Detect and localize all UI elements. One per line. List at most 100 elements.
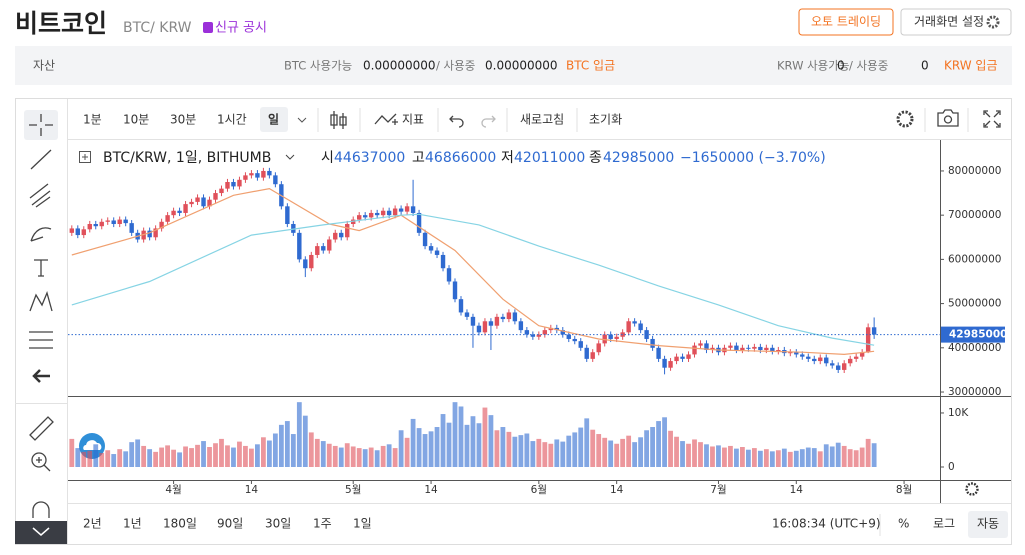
volume-bar <box>805 447 811 467</box>
legend-open: 44637000 <box>334 150 405 166</box>
redo-button[interactable] <box>481 115 496 128</box>
back-tool[interactable] <box>32 369 50 383</box>
interval-button[interactable]: 일 <box>268 113 279 127</box>
candle-body <box>117 219 122 225</box>
candle-body <box>680 356 685 359</box>
interval-button[interactable]: 30분 <box>170 113 196 127</box>
candle-body <box>380 210 386 216</box>
settings-button[interactable] <box>900 8 1012 36</box>
krw-deposit-link[interactable]: KRW 입금 <box>944 59 997 73</box>
volume-bar <box>159 447 165 467</box>
volume-bar <box>590 429 596 467</box>
range-button[interactable]: 1년 <box>123 517 142 531</box>
last-price-badge <box>941 326 1005 343</box>
auto-trading-button[interactable] <box>798 8 894 36</box>
volume-bar <box>225 445 230 467</box>
candle-body <box>536 334 542 337</box>
indicator-button[interactable]: 지표 <box>402 113 424 127</box>
active-interval-bg <box>260 107 288 132</box>
volume-bar <box>171 449 176 467</box>
krw-in-use-label: / 사용중 <box>849 59 888 73</box>
range-button[interactable]: 1주 <box>313 517 332 531</box>
auto-button[interactable]: 자동 <box>977 517 999 531</box>
range-button[interactable]: 30일 <box>265 517 291 531</box>
zoom-tool-detail <box>36 457 51 472</box>
x-tick-label: 6월 <box>531 484 547 496</box>
candle-body <box>506 312 512 320</box>
candle-body <box>416 212 422 233</box>
toolbar-collapse[interactable] <box>15 521 67 544</box>
symbol-label: BTC/KRW, 1일, BITHUMB <box>103 150 271 166</box>
notice-link[interactable]: 신규 공시 <box>215 21 267 36</box>
legend-close: 42985000 <box>603 150 674 166</box>
candle-body <box>452 281 458 300</box>
snapshot-button[interactable] <box>937 109 959 127</box>
volume-bar <box>308 432 314 467</box>
trend-line-tool[interactable] <box>30 149 52 170</box>
volume-bar <box>320 441 326 467</box>
magnet-tool[interactable] <box>32 501 50 518</box>
log-button[interactable]: 로그 <box>933 517 955 531</box>
volume-bar <box>566 435 572 467</box>
pattern-tool[interactable] <box>29 291 53 312</box>
percent-button[interactable]: % <box>898 517 909 531</box>
candle-body <box>315 246 320 255</box>
brush-tool[interactable] <box>30 227 52 242</box>
fib-tool[interactable] <box>29 183 51 208</box>
candle-body <box>267 170 272 176</box>
chart-settings-button[interactable] <box>896 110 914 128</box>
reset-button[interactable]: 초기화 <box>589 113 622 127</box>
candle-body <box>434 250 440 255</box>
candle-body <box>189 201 194 205</box>
moving-average-line <box>71 213 875 346</box>
range-button[interactable]: 1일 <box>353 517 372 531</box>
volume-bar <box>458 406 464 467</box>
chart-style-button[interactable] <box>330 111 347 129</box>
candle-body <box>608 334 613 339</box>
legend-high: 46866000 <box>425 150 496 166</box>
volume-bar <box>266 440 272 467</box>
prediction-tool[interactable] <box>29 331 53 349</box>
interval-button[interactable]: 10분 <box>123 113 149 127</box>
range-button[interactable]: 2년 <box>83 517 102 531</box>
candle-body <box>297 232 302 260</box>
text-tool[interactable] <box>34 259 48 277</box>
candle-body <box>321 246 326 251</box>
volume-bar <box>416 428 422 467</box>
time-axis-settings[interactable] <box>965 482 979 496</box>
volume-bar <box>440 414 446 467</box>
legend-open-label: 시 <box>321 150 334 166</box>
x-tick-label: 14 <box>424 484 438 496</box>
symbol-dropdown[interactable] <box>285 154 295 160</box>
interval-button[interactable]: 1시간 <box>217 113 247 127</box>
volume-bar <box>296 402 302 467</box>
zoom-tool[interactable] <box>31 452 47 468</box>
candle-body <box>93 224 98 227</box>
interval-button[interactable]: 1분 <box>83 113 102 127</box>
crosshair-tool-bg[interactable] <box>24 110 58 140</box>
btc-deposit-link[interactable]: BTC 입금 <box>566 59 615 73</box>
ruler-tool[interactable] <box>29 416 54 441</box>
candle-body <box>836 365 841 370</box>
settings-label: 거래화면 설정 <box>914 15 984 29</box>
candle-body <box>806 356 811 359</box>
range-button[interactable]: 90일 <box>217 517 243 531</box>
candle-body <box>362 215 368 218</box>
fullscreen-button[interactable] <box>983 110 1001 128</box>
volume-bar <box>500 427 506 467</box>
btc-in-use: 0.00000000 <box>485 59 558 73</box>
legend-toggle[interactable] <box>79 151 91 163</box>
refresh-button[interactable]: 새로고침 <box>520 113 564 127</box>
candle-body <box>159 221 164 229</box>
candle-body <box>404 206 410 212</box>
legend-low: 42011000 <box>514 150 585 166</box>
undo-button[interactable] <box>449 115 464 128</box>
candle-body <box>800 354 805 357</box>
range-button[interactable]: 180일 <box>163 517 197 531</box>
volume-bar <box>751 448 757 467</box>
candle-body <box>428 246 434 251</box>
candle-body <box>692 345 697 355</box>
candle-body <box>812 358 817 362</box>
interval-dropdown[interactable] <box>297 117 307 123</box>
volume-bar <box>859 447 865 467</box>
